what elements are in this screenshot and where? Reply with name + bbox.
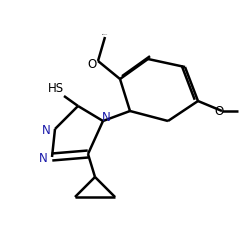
Text: methoxy: methoxy xyxy=(102,33,108,35)
Text: N: N xyxy=(42,123,50,136)
Text: N: N xyxy=(39,151,47,164)
Text: N: N xyxy=(102,111,110,124)
Text: O: O xyxy=(214,105,224,118)
Text: HS: HS xyxy=(48,82,64,95)
Text: O: O xyxy=(87,57,97,70)
